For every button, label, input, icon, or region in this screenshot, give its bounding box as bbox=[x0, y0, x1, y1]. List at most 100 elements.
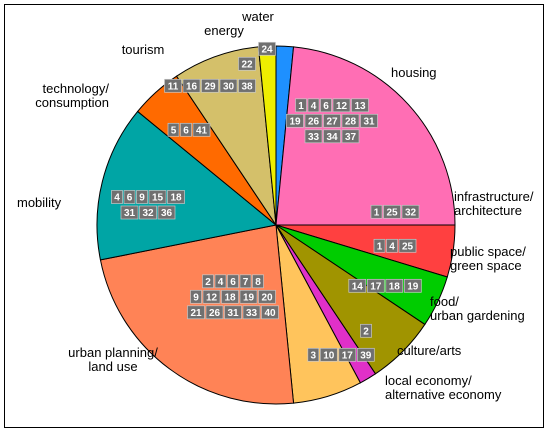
id-badge bbox=[351, 98, 369, 113]
id-badge-number: 19 bbox=[407, 281, 419, 292]
id-badge-number: 7 bbox=[243, 277, 249, 288]
slice-label-local-economy-alternative-economy: local economy/alternative economy bbox=[385, 373, 502, 402]
id-badge bbox=[286, 113, 304, 128]
id-badge-number: 1 bbox=[374, 207, 380, 218]
id-badge bbox=[202, 274, 214, 289]
slice-label-urban-planning-land-use: urban planning/land use bbox=[68, 345, 158, 374]
id-badge bbox=[227, 274, 239, 289]
id-badge-number: 5 bbox=[171, 125, 177, 136]
id-badge-number: 31 bbox=[363, 116, 375, 127]
slice-label-food-urban-gardening: food/urban gardening bbox=[430, 294, 525, 323]
id-badge-number: 32 bbox=[405, 207, 417, 218]
id-badge-number: 1 bbox=[377, 241, 383, 252]
id-badge bbox=[136, 190, 148, 204]
id-badge bbox=[348, 278, 367, 293]
id-badge-number: 31 bbox=[227, 308, 239, 319]
slice-label-housing: housing bbox=[391, 65, 437, 80]
id-badge-number: 28 bbox=[345, 116, 357, 127]
id-badge bbox=[304, 129, 323, 144]
id-badge-number: 21 bbox=[190, 308, 202, 319]
slice-label-technology-consumption: technology/consumption bbox=[35, 81, 109, 110]
id-badge bbox=[332, 98, 351, 113]
id-badge-number: 6 bbox=[127, 193, 133, 204]
id-badge bbox=[224, 305, 242, 320]
id-badge bbox=[157, 205, 176, 220]
id-badge-number: 24 bbox=[261, 44, 273, 55]
id-badge bbox=[401, 204, 420, 219]
id-badge bbox=[192, 122, 211, 137]
id-badge bbox=[242, 305, 261, 320]
id-badge-number: 6 bbox=[230, 277, 236, 288]
id-badge-number: 41 bbox=[196, 125, 208, 136]
id-badge bbox=[238, 56, 256, 71]
id-badge bbox=[219, 78, 238, 93]
id-badge-number: 4 bbox=[311, 101, 317, 112]
id-badge bbox=[164, 78, 182, 93]
id-badge-number: 15 bbox=[152, 193, 164, 204]
id-badge bbox=[111, 190, 123, 204]
id-badge-number: 22 bbox=[241, 59, 253, 70]
pie-slice-mobility bbox=[96, 110, 278, 261]
id-badge bbox=[307, 98, 320, 113]
id-badge bbox=[360, 323, 372, 338]
id-badge bbox=[356, 347, 375, 362]
id-badge-number: 2 bbox=[205, 277, 211, 288]
id-badge-number: 19 bbox=[243, 292, 255, 303]
id-badge bbox=[205, 305, 224, 320]
id-badge-number: 25 bbox=[402, 241, 414, 252]
id-badge-number: 4 bbox=[218, 277, 224, 288]
slice-label-mobility: mobility bbox=[17, 195, 62, 210]
id-badge bbox=[370, 204, 383, 219]
id-badge-number: 31 bbox=[124, 208, 136, 219]
id-badge bbox=[261, 305, 279, 320]
id-badge-number: 29 bbox=[204, 81, 216, 92]
id-badge-number: 11 bbox=[168, 81, 179, 92]
id-badge-number: 1 bbox=[298, 101, 304, 112]
id-badge bbox=[201, 78, 219, 93]
id-badge bbox=[398, 238, 417, 253]
chart-frame: 24 1 4 6 12 13 19 26 27 28 31 33 34 37 1 25 32 1 4 25 14 17 18… bbox=[4, 4, 544, 428]
id-badge bbox=[295, 98, 307, 113]
id-badge bbox=[319, 347, 338, 362]
id-badge-number: 26 bbox=[308, 116, 320, 127]
slice-label-infrastructure-architecture: infrastructure/architecture bbox=[454, 189, 534, 218]
id-badge bbox=[180, 122, 192, 137]
id-badge bbox=[341, 113, 360, 128]
id-badge-number: 12 bbox=[336, 101, 348, 112]
id-badge bbox=[123, 190, 136, 204]
id-badge bbox=[190, 289, 202, 304]
id-badge-number: 37 bbox=[345, 132, 357, 143]
slice-label-culture-arts: culture/arts bbox=[397, 343, 462, 358]
id-badge-number: 18 bbox=[389, 281, 401, 292]
id-badge bbox=[320, 98, 332, 113]
pie-slice-housing bbox=[275, 46, 456, 226]
id-badge-number: 16 bbox=[186, 81, 198, 92]
id-badge-number: 36 bbox=[161, 208, 173, 219]
id-badge bbox=[258, 41, 276, 56]
id-badge bbox=[120, 205, 139, 220]
id-badge-number: 33 bbox=[308, 132, 320, 143]
id-badge bbox=[323, 113, 341, 128]
id-badge-number: 6 bbox=[183, 125, 189, 136]
id-badge bbox=[221, 289, 239, 304]
id-badge-number: 10 bbox=[323, 350, 335, 361]
id-badge bbox=[148, 190, 167, 204]
id-badge-number: 9 bbox=[193, 292, 199, 303]
id-badge-number: 9 bbox=[139, 193, 145, 204]
id-badge-number: 32 bbox=[142, 208, 154, 219]
id-badge bbox=[258, 289, 276, 304]
id-badge bbox=[373, 238, 386, 253]
id-badge-number: 40 bbox=[264, 308, 276, 319]
id-badge bbox=[167, 190, 185, 204]
id-badge-number: 8 bbox=[255, 277, 261, 288]
id-badge-number: 38 bbox=[241, 81, 253, 92]
id-badge bbox=[167, 122, 180, 137]
id-badge-number: 14 bbox=[352, 281, 364, 292]
slice-labels: water housing infrastructure/architecture p… bbox=[17, 9, 534, 402]
id-badge bbox=[386, 238, 398, 253]
id-badge bbox=[366, 278, 385, 293]
id-badge-number: 2 bbox=[363, 326, 369, 337]
id-badge bbox=[360, 113, 378, 128]
id-badge bbox=[252, 274, 264, 289]
